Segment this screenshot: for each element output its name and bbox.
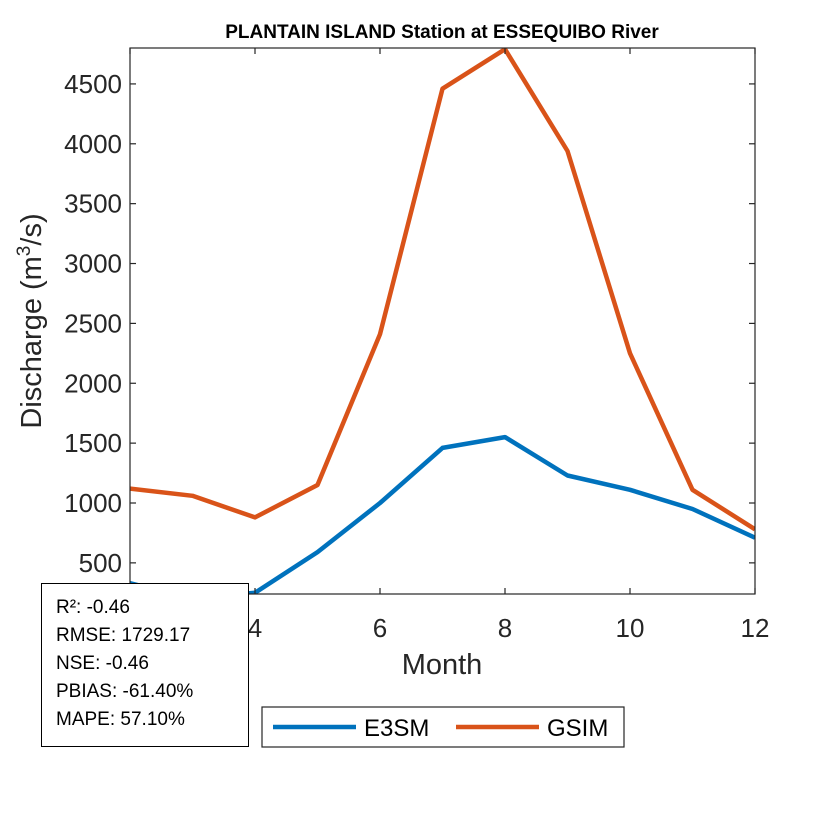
x-tick-label: 12 xyxy=(741,613,770,643)
metrics-box: R²: -0.46 RMSE: 1729.17 NSE: -0.46 PBIAS… xyxy=(41,583,249,747)
x-tick-label: 6 xyxy=(373,613,387,643)
x-tick-label: 10 xyxy=(616,613,645,643)
chart-title: PLANTAIN ISLAND Station at ESSEQUIBO Riv… xyxy=(225,22,659,43)
plot-area-frame xyxy=(129,47,756,595)
y-tick-label: 2000 xyxy=(64,368,122,398)
metric-rmse: RMSE: 1729.17 xyxy=(56,625,191,646)
y-tick-label: 1000 xyxy=(64,488,122,518)
legend: E3SM GSIM xyxy=(261,706,625,748)
x-tick-label: 8 xyxy=(498,613,512,643)
y-axis: 500 1000 1500 2000 2500 3000 3500 4000 4500 xyxy=(64,69,755,578)
y-axis-label-main: Discharge (m xyxy=(16,256,48,428)
y-axis-label: Discharge (m3/s) xyxy=(14,213,48,428)
metric-pbias: PBIAS: -61.40% xyxy=(56,681,194,702)
y-tick-label: 4000 xyxy=(64,129,122,159)
series-line-gsim xyxy=(130,48,755,532)
y-tick-label: 500 xyxy=(79,548,122,578)
y-tick-label: 3500 xyxy=(64,189,122,219)
legend-label-gsim: GSIM xyxy=(547,715,608,742)
metric-mape: MAPE: 57.10% xyxy=(56,709,185,730)
y-tick-label: 3000 xyxy=(64,249,122,279)
y-tick-label: 2500 xyxy=(64,308,122,338)
x-axis-label: Month xyxy=(402,649,483,681)
metric-r2: R²: -0.46 xyxy=(56,597,130,618)
series-layer xyxy=(130,48,755,594)
legend-label-e3sm: E3SM xyxy=(364,715,429,742)
y-axis-label-superscript: 3 xyxy=(14,246,35,257)
y-axis-label-unit: /s) xyxy=(16,213,48,245)
series-line-e3sm xyxy=(130,434,755,594)
x-axis: 24681012 xyxy=(123,48,770,643)
x-tick-label: 4 xyxy=(248,613,262,643)
y-tick-label: 4500 xyxy=(64,69,122,99)
y-tick-label: 1500 xyxy=(64,428,122,458)
metric-nse: NSE: -0.46 xyxy=(56,653,149,674)
